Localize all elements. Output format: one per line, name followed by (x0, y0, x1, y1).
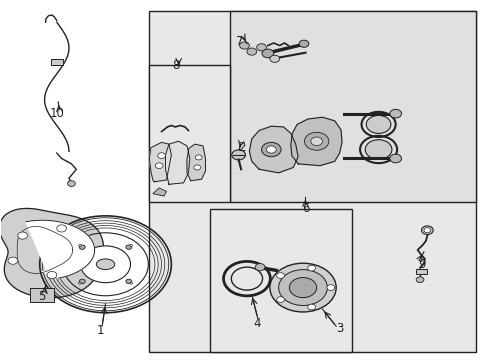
Circle shape (304, 132, 328, 150)
Text: 2: 2 (238, 141, 245, 154)
Text: 3: 3 (335, 322, 343, 335)
Circle shape (81, 246, 130, 283)
Circle shape (79, 279, 85, 284)
Circle shape (155, 163, 163, 168)
Text: 1: 1 (97, 324, 104, 337)
Circle shape (47, 271, 57, 279)
Polygon shape (149, 142, 171, 182)
Circle shape (129, 244, 132, 246)
Bar (210, 209, 351, 352)
Bar (149, 12, 475, 352)
Text: 8: 8 (172, 59, 180, 72)
Circle shape (421, 226, 432, 234)
Text: 9: 9 (418, 258, 426, 271)
Circle shape (276, 297, 284, 302)
Circle shape (269, 263, 335, 312)
Polygon shape (0, 208, 103, 298)
Circle shape (57, 225, 66, 232)
Circle shape (261, 142, 281, 157)
Circle shape (246, 48, 256, 55)
Circle shape (8, 257, 18, 264)
Polygon shape (153, 188, 166, 196)
Circle shape (423, 228, 430, 233)
Circle shape (307, 265, 315, 271)
Text: 7: 7 (235, 35, 243, 49)
Circle shape (415, 277, 423, 283)
Circle shape (266, 146, 276, 153)
Ellipse shape (96, 259, 115, 270)
FancyBboxPatch shape (30, 288, 54, 302)
Circle shape (389, 109, 401, 118)
Circle shape (79, 245, 85, 249)
Circle shape (195, 155, 202, 160)
Circle shape (231, 150, 245, 160)
Circle shape (79, 282, 81, 284)
Text: 10: 10 (49, 107, 64, 120)
Circle shape (158, 153, 165, 158)
Circle shape (310, 137, 322, 145)
Text: 5: 5 (39, 290, 46, 303)
Polygon shape (249, 126, 298, 173)
Circle shape (307, 304, 315, 310)
Circle shape (326, 285, 334, 291)
Circle shape (125, 245, 131, 249)
Circle shape (278, 270, 327, 306)
Circle shape (276, 273, 284, 278)
Circle shape (389, 154, 401, 163)
Circle shape (289, 278, 316, 298)
Bar (415, 269, 426, 274)
Text: 4: 4 (252, 317, 260, 330)
Circle shape (365, 140, 391, 159)
Circle shape (256, 44, 266, 51)
Circle shape (239, 42, 249, 49)
Polygon shape (26, 220, 94, 278)
Circle shape (269, 55, 279, 62)
Bar (229, 12, 475, 202)
Circle shape (129, 282, 132, 284)
Bar (51, 59, 62, 65)
Polygon shape (165, 141, 189, 184)
Circle shape (79, 244, 81, 246)
Polygon shape (290, 117, 341, 166)
Circle shape (262, 49, 273, 58)
Circle shape (255, 264, 264, 271)
Bar (149, 65, 229, 202)
Circle shape (67, 181, 75, 186)
Text: 6: 6 (301, 202, 308, 215)
Circle shape (125, 279, 131, 284)
Circle shape (193, 165, 200, 170)
Circle shape (299, 40, 308, 47)
Circle shape (366, 115, 390, 134)
Polygon shape (186, 144, 205, 181)
Circle shape (18, 232, 27, 239)
